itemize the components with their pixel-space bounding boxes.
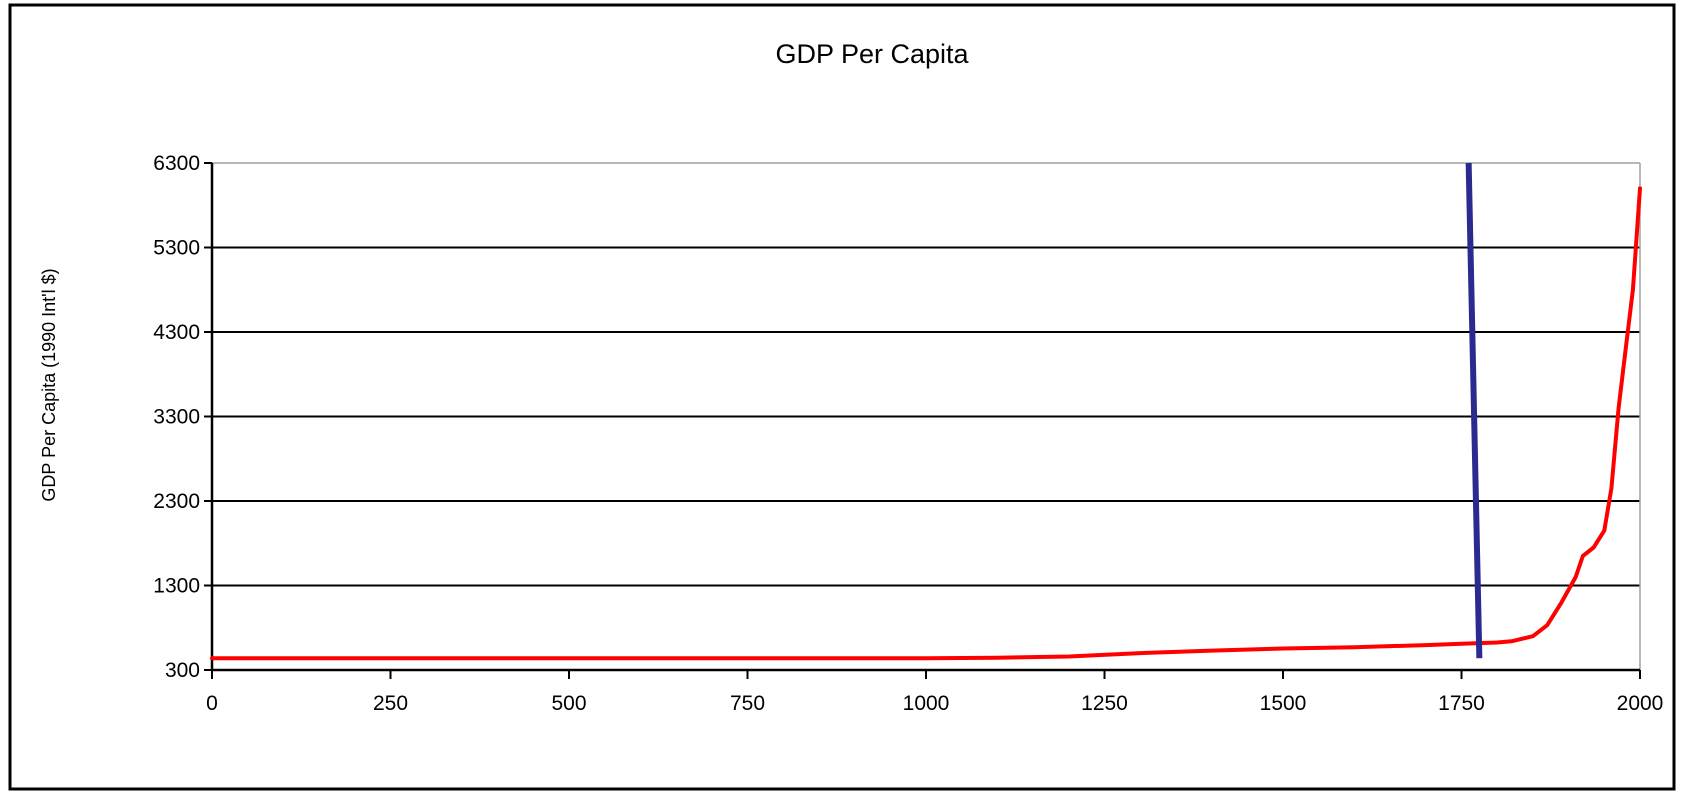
x-tick-label: 0 [206, 692, 218, 715]
y-tick-label: 3300 [153, 406, 200, 429]
x-tick-label: 500 [551, 692, 586, 715]
x-tick-label: 1750 [1438, 692, 1485, 715]
x-tick-label: 250 [373, 692, 408, 715]
y-tick-label: 6300 [153, 152, 200, 175]
y-tick-label: 2300 [153, 490, 200, 513]
x-tick-label: 1500 [1260, 692, 1307, 715]
x-tick-label: 2000 [1617, 692, 1664, 715]
y-tick-label: 5300 [153, 237, 200, 260]
x-tick-label: 1250 [1081, 692, 1128, 715]
x-tick-label: 1000 [903, 692, 950, 715]
y-axis-title: GDP Per Capita (1990 Int'l $) [39, 268, 59, 501]
series-line-gdp [210, 186, 1642, 661]
tick-labels: 300 1300 2300 3300 4300 5300 6300 0 250 500 750 100… [153, 152, 1663, 715]
y-tick-label: 1300 [153, 575, 200, 598]
chart-title: GDP Per Capita [775, 39, 969, 69]
gridlines [212, 162, 1641, 670]
y-tick-label: 4300 [153, 321, 200, 344]
chart-border [8, 3, 1676, 791]
axes [204, 162, 1641, 679]
x-tick-label: 750 [730, 692, 765, 715]
series-layer [210, 162, 1642, 661]
annotation-vertical-line [1465, 162, 1483, 659]
y-tick-label: 300 [165, 659, 200, 682]
